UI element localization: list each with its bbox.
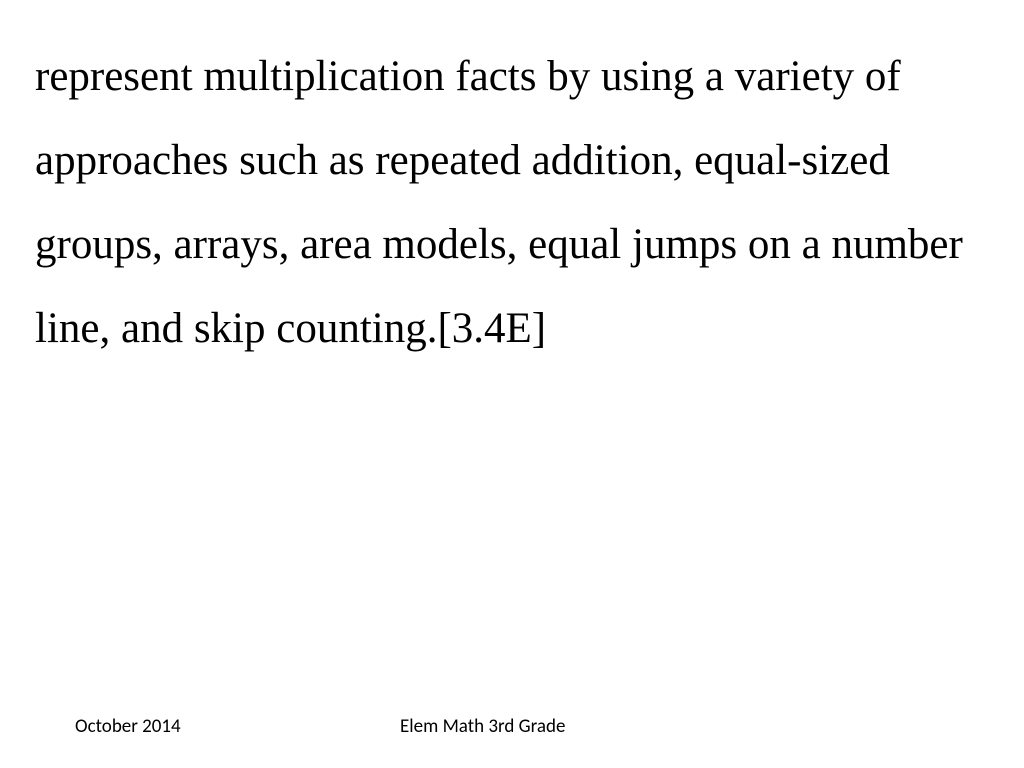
- footer-title: Elem Math 3rd Grade: [400, 715, 565, 738]
- slide-content: represent multiplication facts by using …: [0, 0, 1024, 370]
- slide-footer: October 2014 Elem Math 3rd Grade: [0, 715, 1024, 738]
- body-text: represent multiplication facts by using …: [35, 35, 989, 370]
- footer-date: October 2014: [0, 715, 181, 738]
